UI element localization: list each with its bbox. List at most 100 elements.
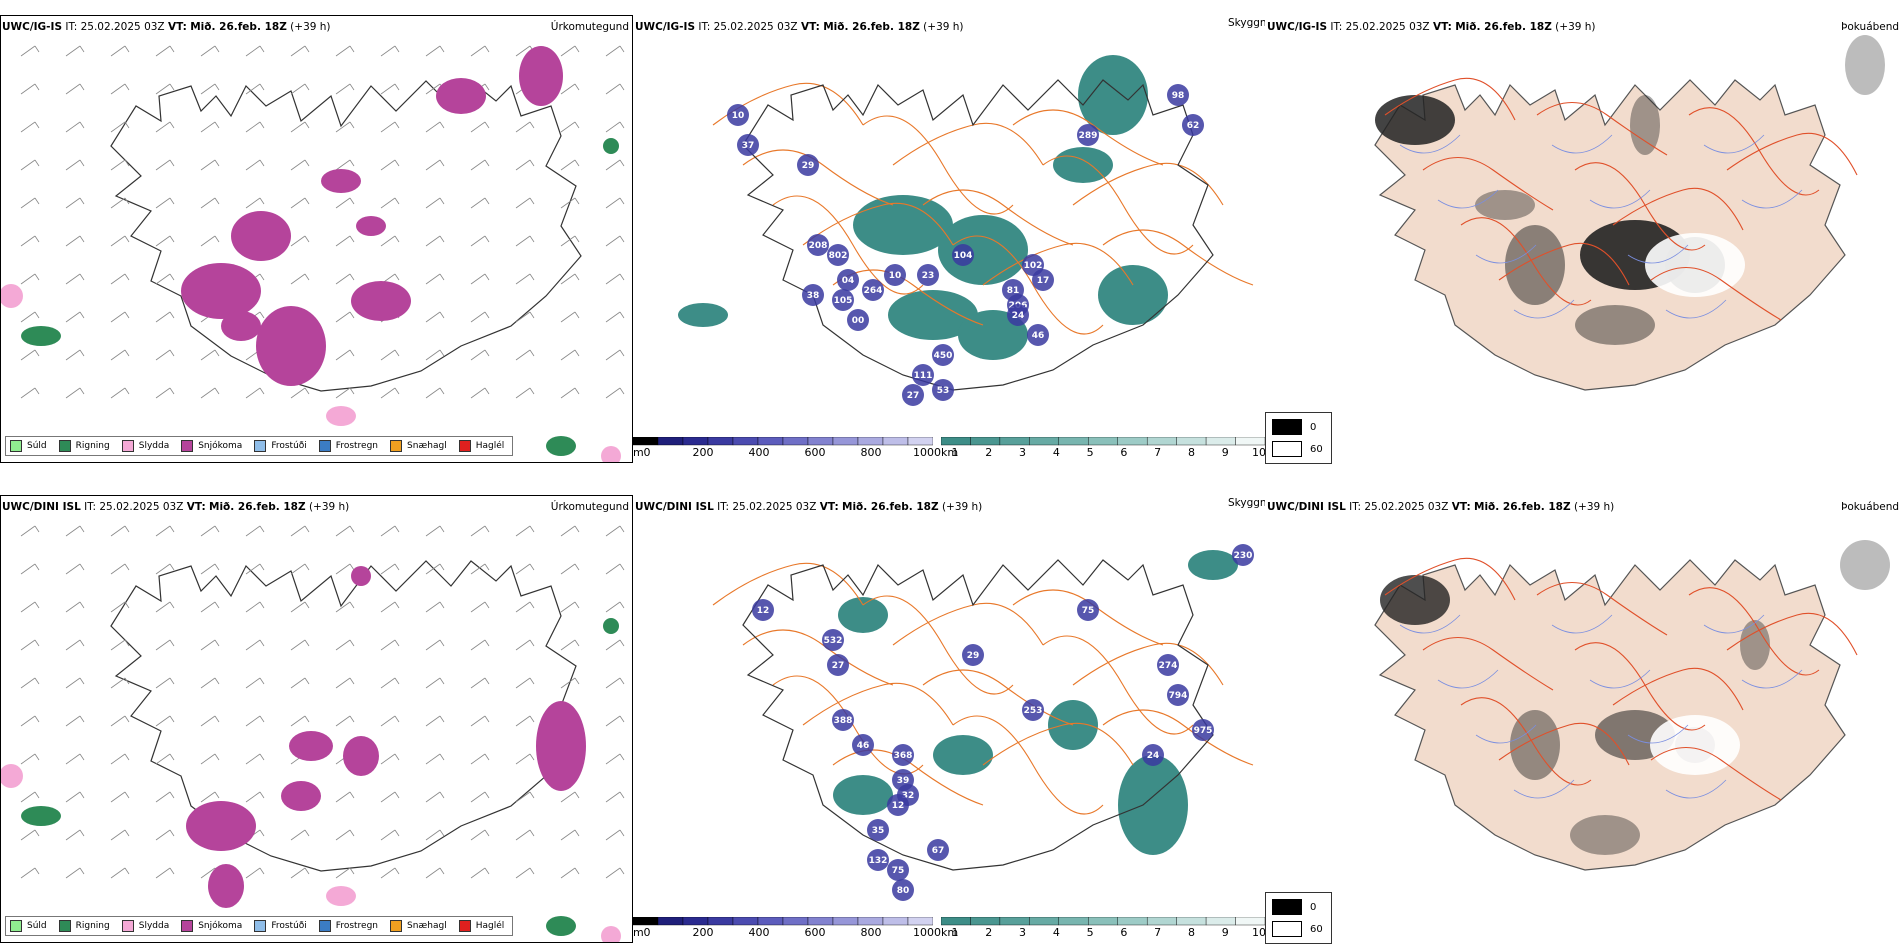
wind-barb xyxy=(110,387,126,399)
wind-barb xyxy=(110,753,126,765)
legend-label: Slydda xyxy=(138,441,170,451)
low-visibility-spot xyxy=(932,344,954,366)
wind-barb xyxy=(380,753,396,765)
wind-barb xyxy=(619,563,625,571)
colorbar-tick: 0 xyxy=(643,446,651,459)
low-visibility-spot xyxy=(912,364,934,386)
wind-barb xyxy=(110,235,126,247)
visibility-label: 62 xyxy=(1187,121,1200,131)
visibility-label: 32 xyxy=(902,791,915,801)
wind-barb xyxy=(34,525,40,533)
legend-item: Rigning xyxy=(58,440,110,452)
wind-barb xyxy=(470,601,486,613)
wind-barb xyxy=(79,83,85,91)
visibility-label: 274 xyxy=(1159,661,1178,671)
visibility-label: 46 xyxy=(857,741,870,751)
wind-barb xyxy=(124,121,130,129)
colorbar-segment xyxy=(657,437,684,446)
legend-swatch xyxy=(121,440,134,452)
wind-barb xyxy=(304,677,310,685)
iceland-outline xyxy=(110,560,582,872)
road-line xyxy=(772,195,924,295)
wind-barb xyxy=(20,311,36,323)
wind-barb xyxy=(574,197,580,205)
low-cloud-area xyxy=(933,735,993,775)
wind-barb xyxy=(484,601,490,609)
river-line xyxy=(1627,724,1689,744)
wind-barb xyxy=(214,639,220,647)
wind-barb xyxy=(619,159,625,167)
fog-indicator-area xyxy=(1380,575,1450,625)
wind-barb xyxy=(470,715,486,727)
colorbar-segment xyxy=(732,437,759,446)
wind-barb xyxy=(484,753,490,761)
fog-indicator-area xyxy=(1570,815,1640,855)
wind-barb xyxy=(439,525,445,533)
legend-label: Snjókoma xyxy=(198,921,243,931)
wind-barb xyxy=(34,829,40,837)
fog-indicator-area xyxy=(1475,190,1535,220)
precip-map-row1 xyxy=(1,45,625,462)
wind-barb xyxy=(65,83,81,95)
wind-barb xyxy=(34,715,40,723)
wind-barb xyxy=(380,349,396,361)
low-visibility-spot xyxy=(837,269,859,291)
fog-key-row2: 0 60 xyxy=(1265,892,1332,944)
wind-barb xyxy=(20,677,36,689)
wind-barb xyxy=(484,159,490,167)
wind-barb xyxy=(484,349,490,357)
wind-barb xyxy=(214,83,220,91)
wind-barb xyxy=(214,159,220,167)
wind-barb xyxy=(470,45,486,57)
river-line xyxy=(1703,614,1765,634)
wind-barb xyxy=(110,867,126,879)
visibility-label: 81 xyxy=(1007,286,1020,296)
wind-barb xyxy=(304,601,310,609)
wind-barb xyxy=(34,639,40,647)
wind-barb xyxy=(515,525,531,537)
visibility-label: 24 xyxy=(1147,751,1160,761)
legend-swatch xyxy=(390,440,403,452)
wind-barb xyxy=(290,387,306,399)
wind-barb xyxy=(380,563,396,575)
wind-barb xyxy=(304,387,310,395)
wind-barb xyxy=(529,311,535,319)
wind-barb xyxy=(574,349,580,357)
wind-barb xyxy=(124,159,130,167)
wind-barb xyxy=(335,639,351,651)
wind-barb xyxy=(259,159,265,167)
low-visibility-spot xyxy=(892,879,914,901)
wind-barb xyxy=(605,311,621,323)
low-visibility-spot xyxy=(832,289,854,311)
wind-barb xyxy=(65,677,81,689)
colorbar-segment xyxy=(633,437,659,446)
fog-key-row1: 0 60 xyxy=(1265,412,1332,464)
wind-barb xyxy=(335,197,351,209)
vis-colorbar-row1: m 0 200 400 600 800 1000 xyxy=(633,437,941,461)
wind-barb xyxy=(65,387,81,399)
colorbar-segment xyxy=(1117,437,1148,446)
river-line xyxy=(1437,669,1499,689)
low-visibility-spot xyxy=(892,744,914,766)
sleet-area xyxy=(1,764,23,788)
fog-indicator-area xyxy=(1505,225,1565,305)
wind-barb xyxy=(349,791,355,799)
visibility-label: 10 xyxy=(889,271,902,281)
wind-barb xyxy=(484,677,490,685)
wind-barb xyxy=(515,197,531,209)
wind-barb xyxy=(214,349,220,357)
wind-barb xyxy=(169,387,175,395)
wind-barb xyxy=(304,121,310,129)
road-line xyxy=(1042,155,1194,255)
wind-barb xyxy=(245,639,261,651)
wind-barb xyxy=(605,677,621,689)
wind-barb xyxy=(200,235,216,247)
wind-barb xyxy=(470,563,486,575)
wind-barb xyxy=(394,349,400,357)
river-line xyxy=(1627,244,1689,264)
wind-barb xyxy=(200,121,216,133)
wind-barb xyxy=(529,715,535,723)
colorbar-tick: 400 xyxy=(748,446,770,459)
wind-barb xyxy=(349,525,355,533)
iceland-outline xyxy=(110,80,582,392)
